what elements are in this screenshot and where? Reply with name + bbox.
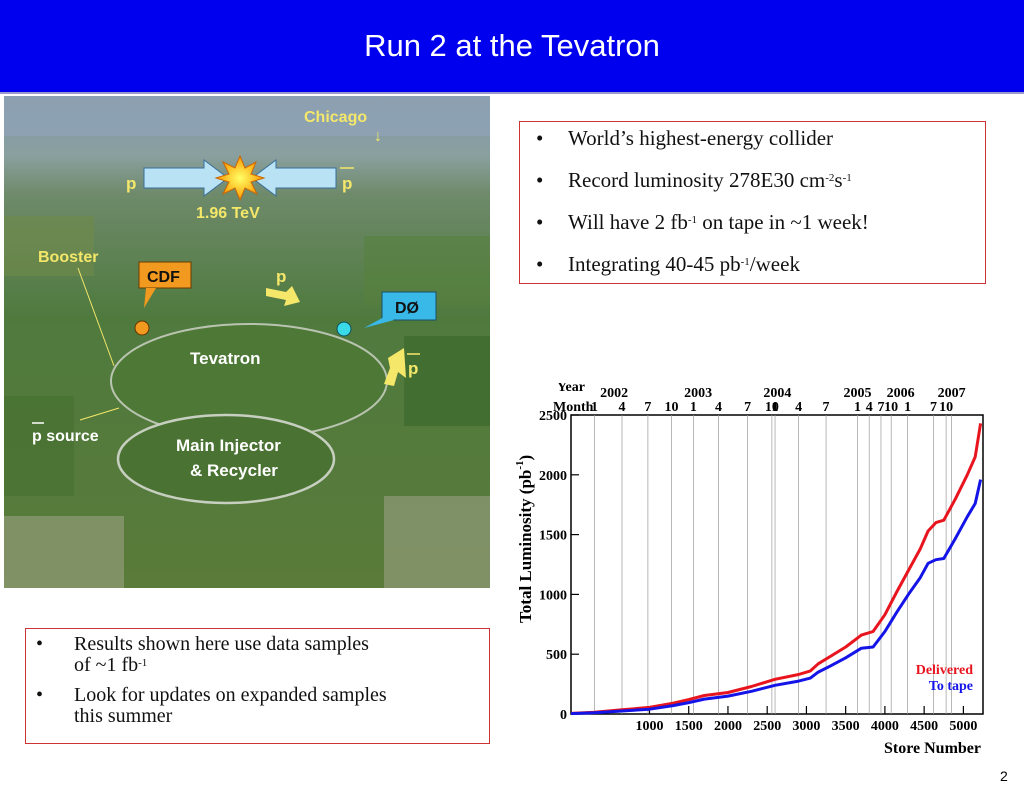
month-label: 4: [715, 400, 722, 415]
bullet-dot: •: [536, 168, 544, 192]
notes-box: • Results shown here use data samples of ~…: [25, 628, 490, 744]
y-tick-label: 500: [546, 648, 567, 663]
x-tick-label: 4500: [910, 719, 938, 734]
month-label: 1: [904, 400, 911, 415]
bullet-item: • World’s highest-energy collider: [536, 126, 834, 150]
d0-callout: [381, 291, 437, 321]
chicago-arrow: ↓: [374, 128, 382, 145]
pbar-right-label: p: [408, 359, 418, 378]
x-tick-label: 1500: [675, 719, 703, 734]
x-tick-label: 1000: [635, 719, 663, 734]
title-bar: Run 2 at the Tevatron: [0, 0, 1024, 94]
bullet-dot: •: [36, 684, 44, 706]
y-axis-label: Total Luminosity (pb-1): [514, 455, 535, 623]
bullet-item: • Look for updates on expanded samples thi…: [36, 684, 387, 727]
antiproton-direction-icon: [384, 348, 406, 386]
y-tick-label: 2000: [539, 469, 567, 484]
cdf-label: CDF: [147, 269, 180, 286]
cdf-callout: [138, 261, 192, 289]
proton-direction-icon: [266, 286, 300, 306]
x-tick-label: 3500: [832, 719, 860, 734]
month-label: 10: [664, 400, 678, 415]
tevatron-aerial-photo: Chicago ↓ p p 1.96 TeV Booster CDF p DØ …: [4, 96, 490, 588]
slide-title: Run 2 at the Tevatron: [364, 28, 660, 63]
month-row-label: Month: [553, 400, 594, 415]
x-tick-label: 2500: [753, 719, 781, 734]
d0-label: DØ: [395, 300, 419, 317]
highlights-box: • World’s highest-energy collider • Record…: [519, 121, 986, 284]
month-label: 10: [884, 400, 898, 415]
x-tick-label: 4000: [871, 719, 899, 734]
cdf-marker-icon: [134, 320, 150, 336]
year-label: 2004: [763, 386, 791, 401]
bullet-item: • Record luminosity 278E30 cm-2s-1: [536, 168, 852, 192]
series-line-delivered: [570, 423, 983, 715]
month-label: 1: [854, 400, 861, 415]
y-tick-label: 2500: [539, 409, 567, 424]
month-label: 10: [939, 400, 953, 415]
bullet-dot: •: [536, 252, 544, 276]
month-label: 7: [644, 400, 651, 415]
bullet-item: • Integrating 40-45 pb-1/week: [536, 252, 800, 276]
month-label: 1: [591, 400, 598, 415]
x-tick-label: 2000: [714, 719, 742, 734]
year-label: 2003: [684, 386, 712, 401]
year-label: 2006: [887, 386, 915, 401]
x-tick-label: 3000: [792, 719, 820, 734]
recycler-label: & Recycler: [190, 461, 278, 480]
month-label: 1: [772, 400, 779, 415]
month-label: 7: [930, 400, 937, 415]
antiproton-arrow-icon: [251, 159, 337, 197]
bullet-item: • Results shown here use data samples of ~…: [36, 633, 369, 676]
y-tick-label: 0: [560, 708, 567, 723]
year-label: 2002: [600, 386, 628, 401]
series-line-to-tape: [570, 479, 983, 716]
plot-frame: [570, 414, 984, 715]
p-right-label: p: [342, 174, 352, 193]
x-tick-label: 5000: [949, 719, 977, 734]
month-label: 4: [795, 400, 802, 415]
p-left-label: p: [126, 174, 136, 193]
main-injector-label: Main Injector: [176, 436, 281, 455]
year-row-label: Year: [557, 383, 585, 395]
p-source-label: p source: [32, 428, 99, 445]
month-label: 4: [866, 400, 873, 415]
month-label: 1: [690, 400, 697, 415]
month-label: 4: [619, 400, 626, 415]
bullet-item: • Will have 2 fb-1 on tape in ~1 week!: [536, 210, 869, 234]
bullet-dot: •: [36, 633, 44, 655]
proton-arrow-icon: [143, 159, 229, 197]
year-label: 2005: [843, 386, 871, 401]
d0-marker-icon: [336, 321, 352, 337]
page-number: 2: [1000, 768, 1008, 784]
p-top-label: p: [276, 267, 286, 286]
luminosity-chart: 0 500 1000 1500 2000 2500 1000 1500 2000 2500 300…: [514, 383, 984, 757]
bullet-dot: •: [536, 126, 544, 150]
month-label: 7: [823, 400, 830, 415]
y-tick-label: 1000: [539, 588, 567, 603]
bullet-dot: •: [536, 210, 544, 234]
year-label: 2007: [938, 386, 966, 401]
collision-burst-icon: [214, 154, 266, 202]
y-tick-label: 1500: [539, 529, 567, 544]
tevatron-label: Tevatron: [190, 349, 261, 368]
energy-label: 1.96 TeV: [196, 205, 260, 222]
month-label: 7: [877, 400, 884, 415]
month-label: 7: [744, 400, 751, 415]
legend-to-tape: To tape: [929, 679, 973, 694]
legend-delivered: Delivered: [916, 663, 973, 678]
booster-label: Booster: [38, 249, 98, 266]
x-axis-label: Store Number: [884, 740, 981, 757]
chicago-label: Chicago: [304, 109, 367, 126]
month-label: 10: [765, 400, 779, 415]
